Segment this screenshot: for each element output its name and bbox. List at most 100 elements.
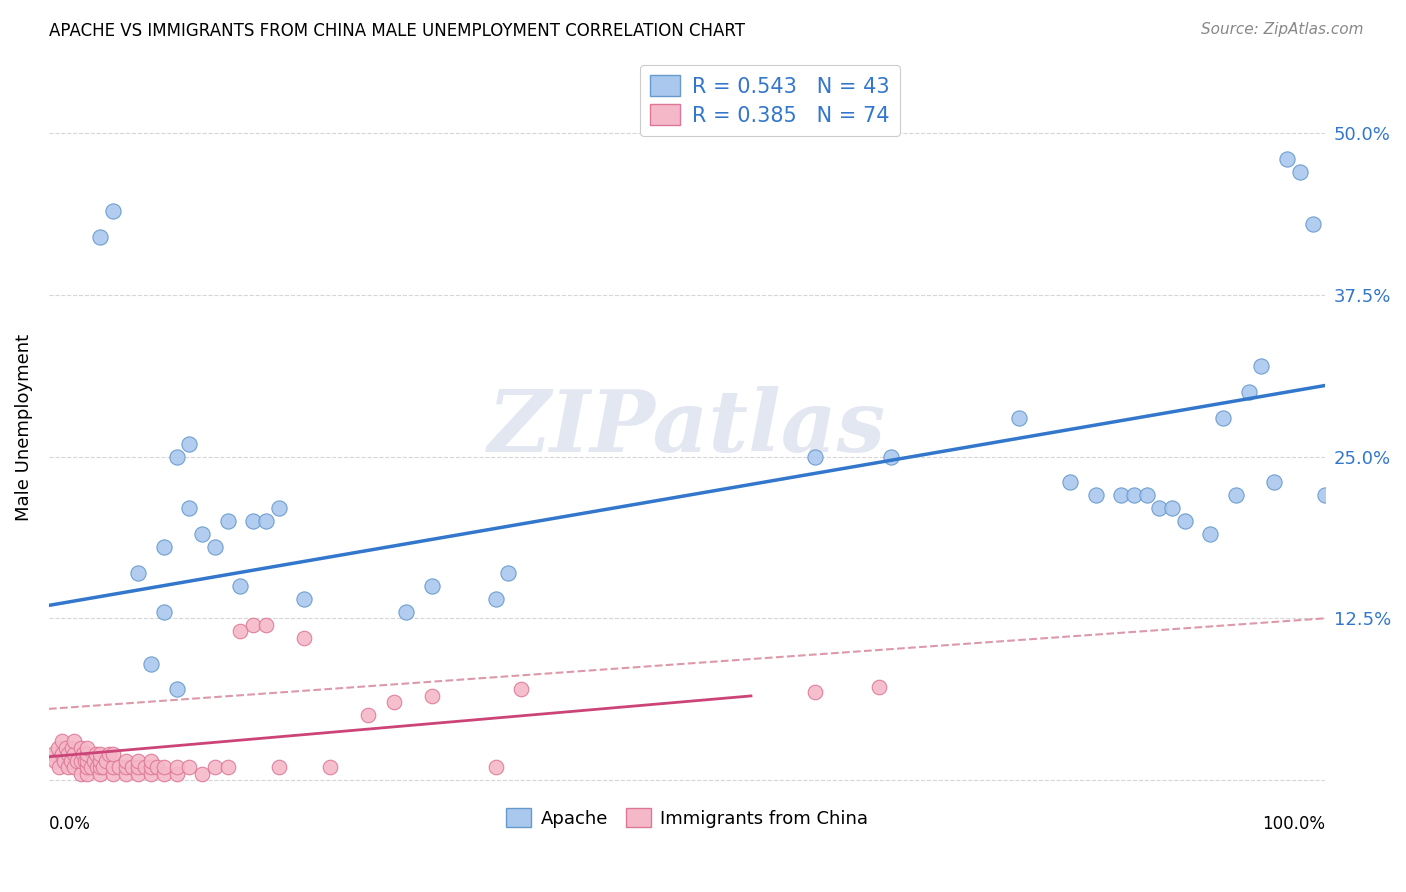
Point xyxy=(1275,152,1298,166)
Point xyxy=(127,566,149,580)
Point xyxy=(166,766,188,780)
Point xyxy=(217,514,239,528)
Point xyxy=(53,754,76,768)
Point xyxy=(510,682,533,697)
Point xyxy=(96,754,118,768)
Point xyxy=(153,760,176,774)
Point xyxy=(357,708,380,723)
Point xyxy=(48,760,70,774)
Point xyxy=(254,514,277,528)
Point xyxy=(229,579,252,593)
Point xyxy=(1008,410,1031,425)
Point xyxy=(101,760,124,774)
Point xyxy=(204,540,226,554)
Point xyxy=(46,740,69,755)
Point xyxy=(420,689,443,703)
Point xyxy=(139,760,162,774)
Point xyxy=(485,591,508,606)
Point xyxy=(1109,488,1132,502)
Point xyxy=(44,754,66,768)
Point xyxy=(108,760,131,774)
Point xyxy=(1084,488,1107,502)
Point xyxy=(1288,165,1310,179)
Point xyxy=(191,527,214,541)
Point xyxy=(1250,359,1272,373)
Point xyxy=(395,605,418,619)
Point xyxy=(217,760,239,774)
Point xyxy=(101,203,124,218)
Point xyxy=(1122,488,1144,502)
Point xyxy=(880,450,903,464)
Point xyxy=(114,754,136,768)
Point xyxy=(97,747,120,761)
Point xyxy=(89,766,111,780)
Point xyxy=(51,747,73,761)
Point xyxy=(1263,475,1285,490)
Point xyxy=(70,754,93,768)
Point xyxy=(1136,488,1159,502)
Point xyxy=(242,514,264,528)
Legend: Apache, Immigrants from China: Apache, Immigrants from China xyxy=(499,801,876,835)
Point xyxy=(382,695,405,709)
Point xyxy=(91,760,114,774)
Point xyxy=(166,682,188,697)
Point xyxy=(153,540,176,554)
Point xyxy=(89,754,111,768)
Point xyxy=(1149,501,1171,516)
Point xyxy=(1212,410,1234,425)
Point xyxy=(86,760,108,774)
Point xyxy=(146,760,169,774)
Point xyxy=(292,591,315,606)
Point xyxy=(63,734,86,748)
Point xyxy=(83,754,105,768)
Point xyxy=(89,747,111,761)
Point xyxy=(1315,488,1337,502)
Point xyxy=(868,680,890,694)
Point xyxy=(803,685,825,699)
Point xyxy=(319,760,342,774)
Point xyxy=(63,760,86,774)
Point xyxy=(56,747,79,761)
Point xyxy=(84,747,107,761)
Point xyxy=(127,766,149,780)
Point xyxy=(242,617,264,632)
Point xyxy=(153,605,176,619)
Point xyxy=(204,760,226,774)
Point xyxy=(292,631,315,645)
Point xyxy=(63,747,86,761)
Point xyxy=(76,754,98,768)
Text: 100.0%: 100.0% xyxy=(1263,815,1326,833)
Point xyxy=(89,229,111,244)
Point xyxy=(76,760,98,774)
Point xyxy=(1199,527,1222,541)
Point xyxy=(229,624,252,639)
Point xyxy=(80,760,103,774)
Point xyxy=(70,740,93,755)
Point xyxy=(134,760,156,774)
Point xyxy=(803,450,825,464)
Point xyxy=(139,754,162,768)
Point xyxy=(101,747,124,761)
Point xyxy=(1237,384,1260,399)
Point xyxy=(89,760,111,774)
Point xyxy=(76,766,98,780)
Point xyxy=(72,747,94,761)
Point xyxy=(191,766,214,780)
Point xyxy=(73,754,96,768)
Point xyxy=(55,740,77,755)
Point xyxy=(70,766,93,780)
Point xyxy=(127,760,149,774)
Point xyxy=(179,760,201,774)
Point xyxy=(121,760,143,774)
Point xyxy=(267,760,290,774)
Point xyxy=(127,754,149,768)
Point xyxy=(166,450,188,464)
Point xyxy=(1302,217,1324,231)
Point xyxy=(76,747,98,761)
Text: Source: ZipAtlas.com: Source: ZipAtlas.com xyxy=(1201,22,1364,37)
Point xyxy=(60,740,83,755)
Point xyxy=(179,501,201,516)
Point xyxy=(56,760,79,774)
Point xyxy=(254,617,277,632)
Point xyxy=(139,657,162,671)
